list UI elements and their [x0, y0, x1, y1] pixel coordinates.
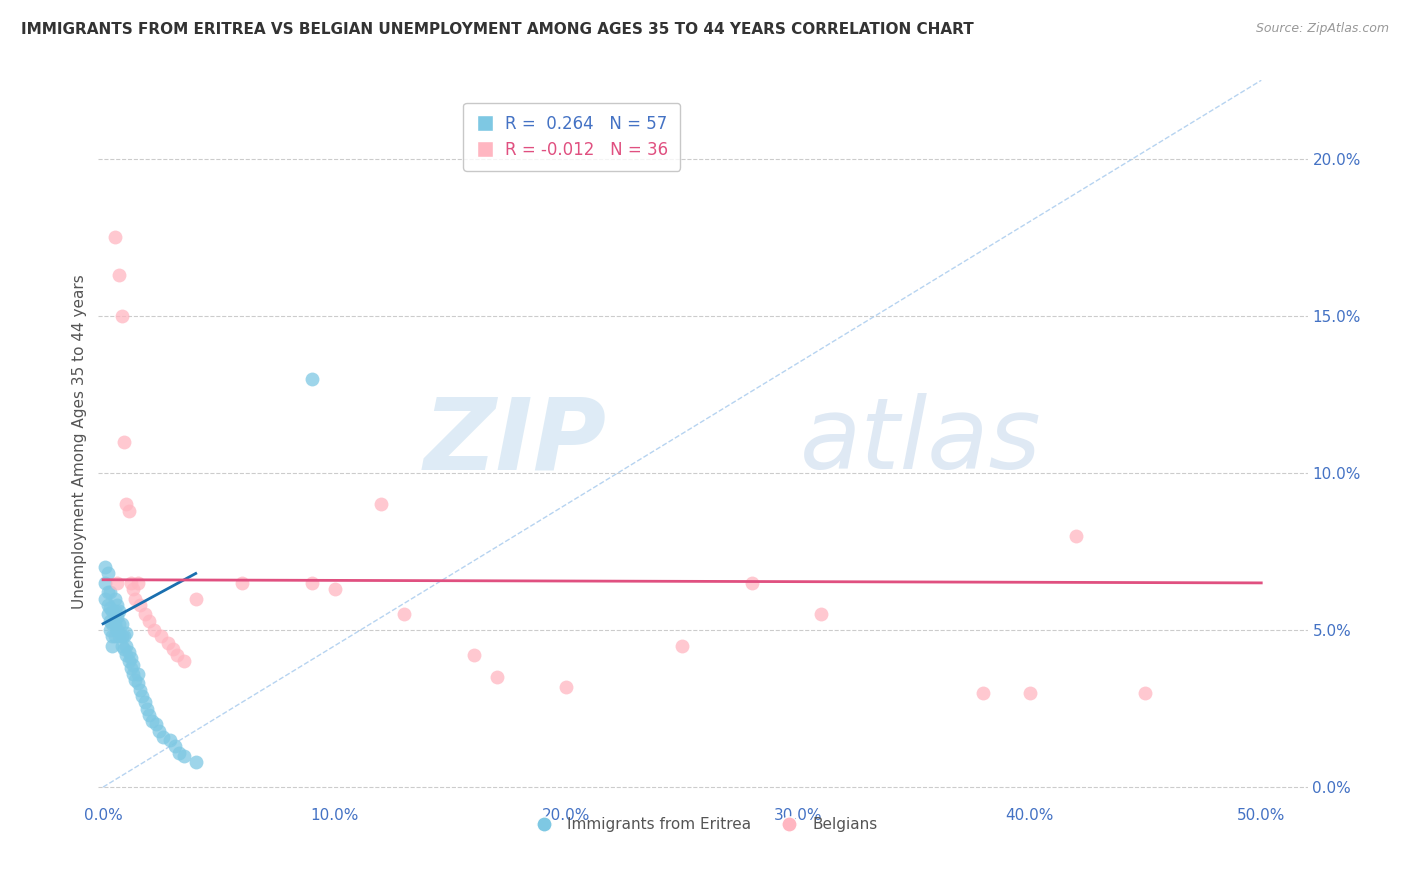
Point — [104, 230, 127, 244]
Point — [98, 585, 121, 599]
Point — [370, 497, 392, 511]
Point — [94, 575, 117, 590]
Point — [104, 629, 127, 643]
Point — [117, 655, 139, 669]
Point — [741, 575, 763, 590]
Point — [105, 598, 128, 612]
Point — [120, 575, 142, 590]
Point — [159, 733, 181, 747]
Point — [105, 575, 128, 590]
Point — [104, 604, 127, 618]
Point — [115, 497, 138, 511]
Point — [117, 645, 139, 659]
Point — [112, 641, 135, 656]
Point — [101, 629, 124, 643]
Point — [104, 591, 127, 606]
Point — [810, 607, 832, 622]
Point — [173, 748, 195, 763]
Point — [122, 582, 145, 597]
Point — [110, 309, 132, 323]
Point — [392, 607, 415, 622]
Point — [129, 682, 152, 697]
Point — [134, 607, 156, 622]
Point — [127, 667, 149, 681]
Point — [145, 717, 167, 731]
Point — [98, 601, 121, 615]
Point — [1064, 529, 1087, 543]
Point — [141, 714, 163, 728]
Legend: Immigrants from Eritrea, Belgians: Immigrants from Eritrea, Belgians — [523, 812, 883, 838]
Point — [972, 686, 994, 700]
Point — [1018, 686, 1040, 700]
Point — [97, 607, 120, 622]
Point — [173, 655, 195, 669]
Point — [131, 689, 153, 703]
Point — [163, 739, 186, 754]
Point — [120, 651, 142, 665]
Point — [110, 629, 132, 643]
Point — [231, 575, 253, 590]
Point — [108, 616, 131, 631]
Point — [112, 629, 135, 643]
Point — [301, 372, 323, 386]
Point — [129, 598, 152, 612]
Point — [124, 591, 146, 606]
Text: atlas: atlas — [800, 393, 1042, 490]
Point — [124, 673, 146, 688]
Point — [98, 614, 121, 628]
Y-axis label: Unemployment Among Ages 35 to 44 years: Unemployment Among Ages 35 to 44 years — [72, 274, 87, 609]
Point — [162, 641, 184, 656]
Point — [485, 670, 508, 684]
Point — [136, 701, 159, 715]
Point — [117, 503, 139, 517]
Point — [112, 434, 135, 449]
Point — [115, 648, 138, 662]
Point — [120, 661, 142, 675]
Point — [94, 560, 117, 574]
Point — [122, 657, 145, 672]
Point — [301, 575, 323, 590]
Text: IMMIGRANTS FROM ERITREA VS BELGIAN UNEMPLOYMENT AMONG AGES 35 TO 44 YEARS CORREL: IMMIGRANTS FROM ERITREA VS BELGIAN UNEMP… — [21, 22, 974, 37]
Point — [110, 616, 132, 631]
Point — [152, 730, 174, 744]
Point — [134, 695, 156, 709]
Point — [555, 680, 578, 694]
Point — [104, 616, 127, 631]
Point — [108, 604, 131, 618]
Point — [108, 629, 131, 643]
Point — [97, 566, 120, 581]
Point — [148, 723, 170, 738]
Point — [101, 616, 124, 631]
Point — [122, 667, 145, 681]
Point — [138, 614, 160, 628]
Point — [101, 639, 124, 653]
Point — [127, 676, 149, 690]
Point — [98, 623, 121, 637]
Text: ZIP: ZIP — [423, 393, 606, 490]
Point — [184, 591, 207, 606]
Point — [323, 582, 346, 597]
Point — [108, 268, 131, 282]
Point — [671, 639, 693, 653]
Point — [149, 629, 172, 643]
Point — [115, 626, 138, 640]
Point — [94, 591, 117, 606]
Point — [143, 623, 166, 637]
Point — [169, 746, 191, 760]
Point — [138, 707, 160, 722]
Point — [127, 575, 149, 590]
Point — [101, 604, 124, 618]
Point — [105, 610, 128, 624]
Point — [97, 585, 120, 599]
Text: Source: ZipAtlas.com: Source: ZipAtlas.com — [1256, 22, 1389, 36]
Point — [166, 648, 188, 662]
Point — [110, 639, 132, 653]
Point — [184, 755, 207, 769]
Point — [1135, 686, 1157, 700]
Point — [97, 598, 120, 612]
Point — [105, 623, 128, 637]
Point — [156, 635, 179, 649]
Point — [115, 639, 138, 653]
Point — [463, 648, 485, 662]
